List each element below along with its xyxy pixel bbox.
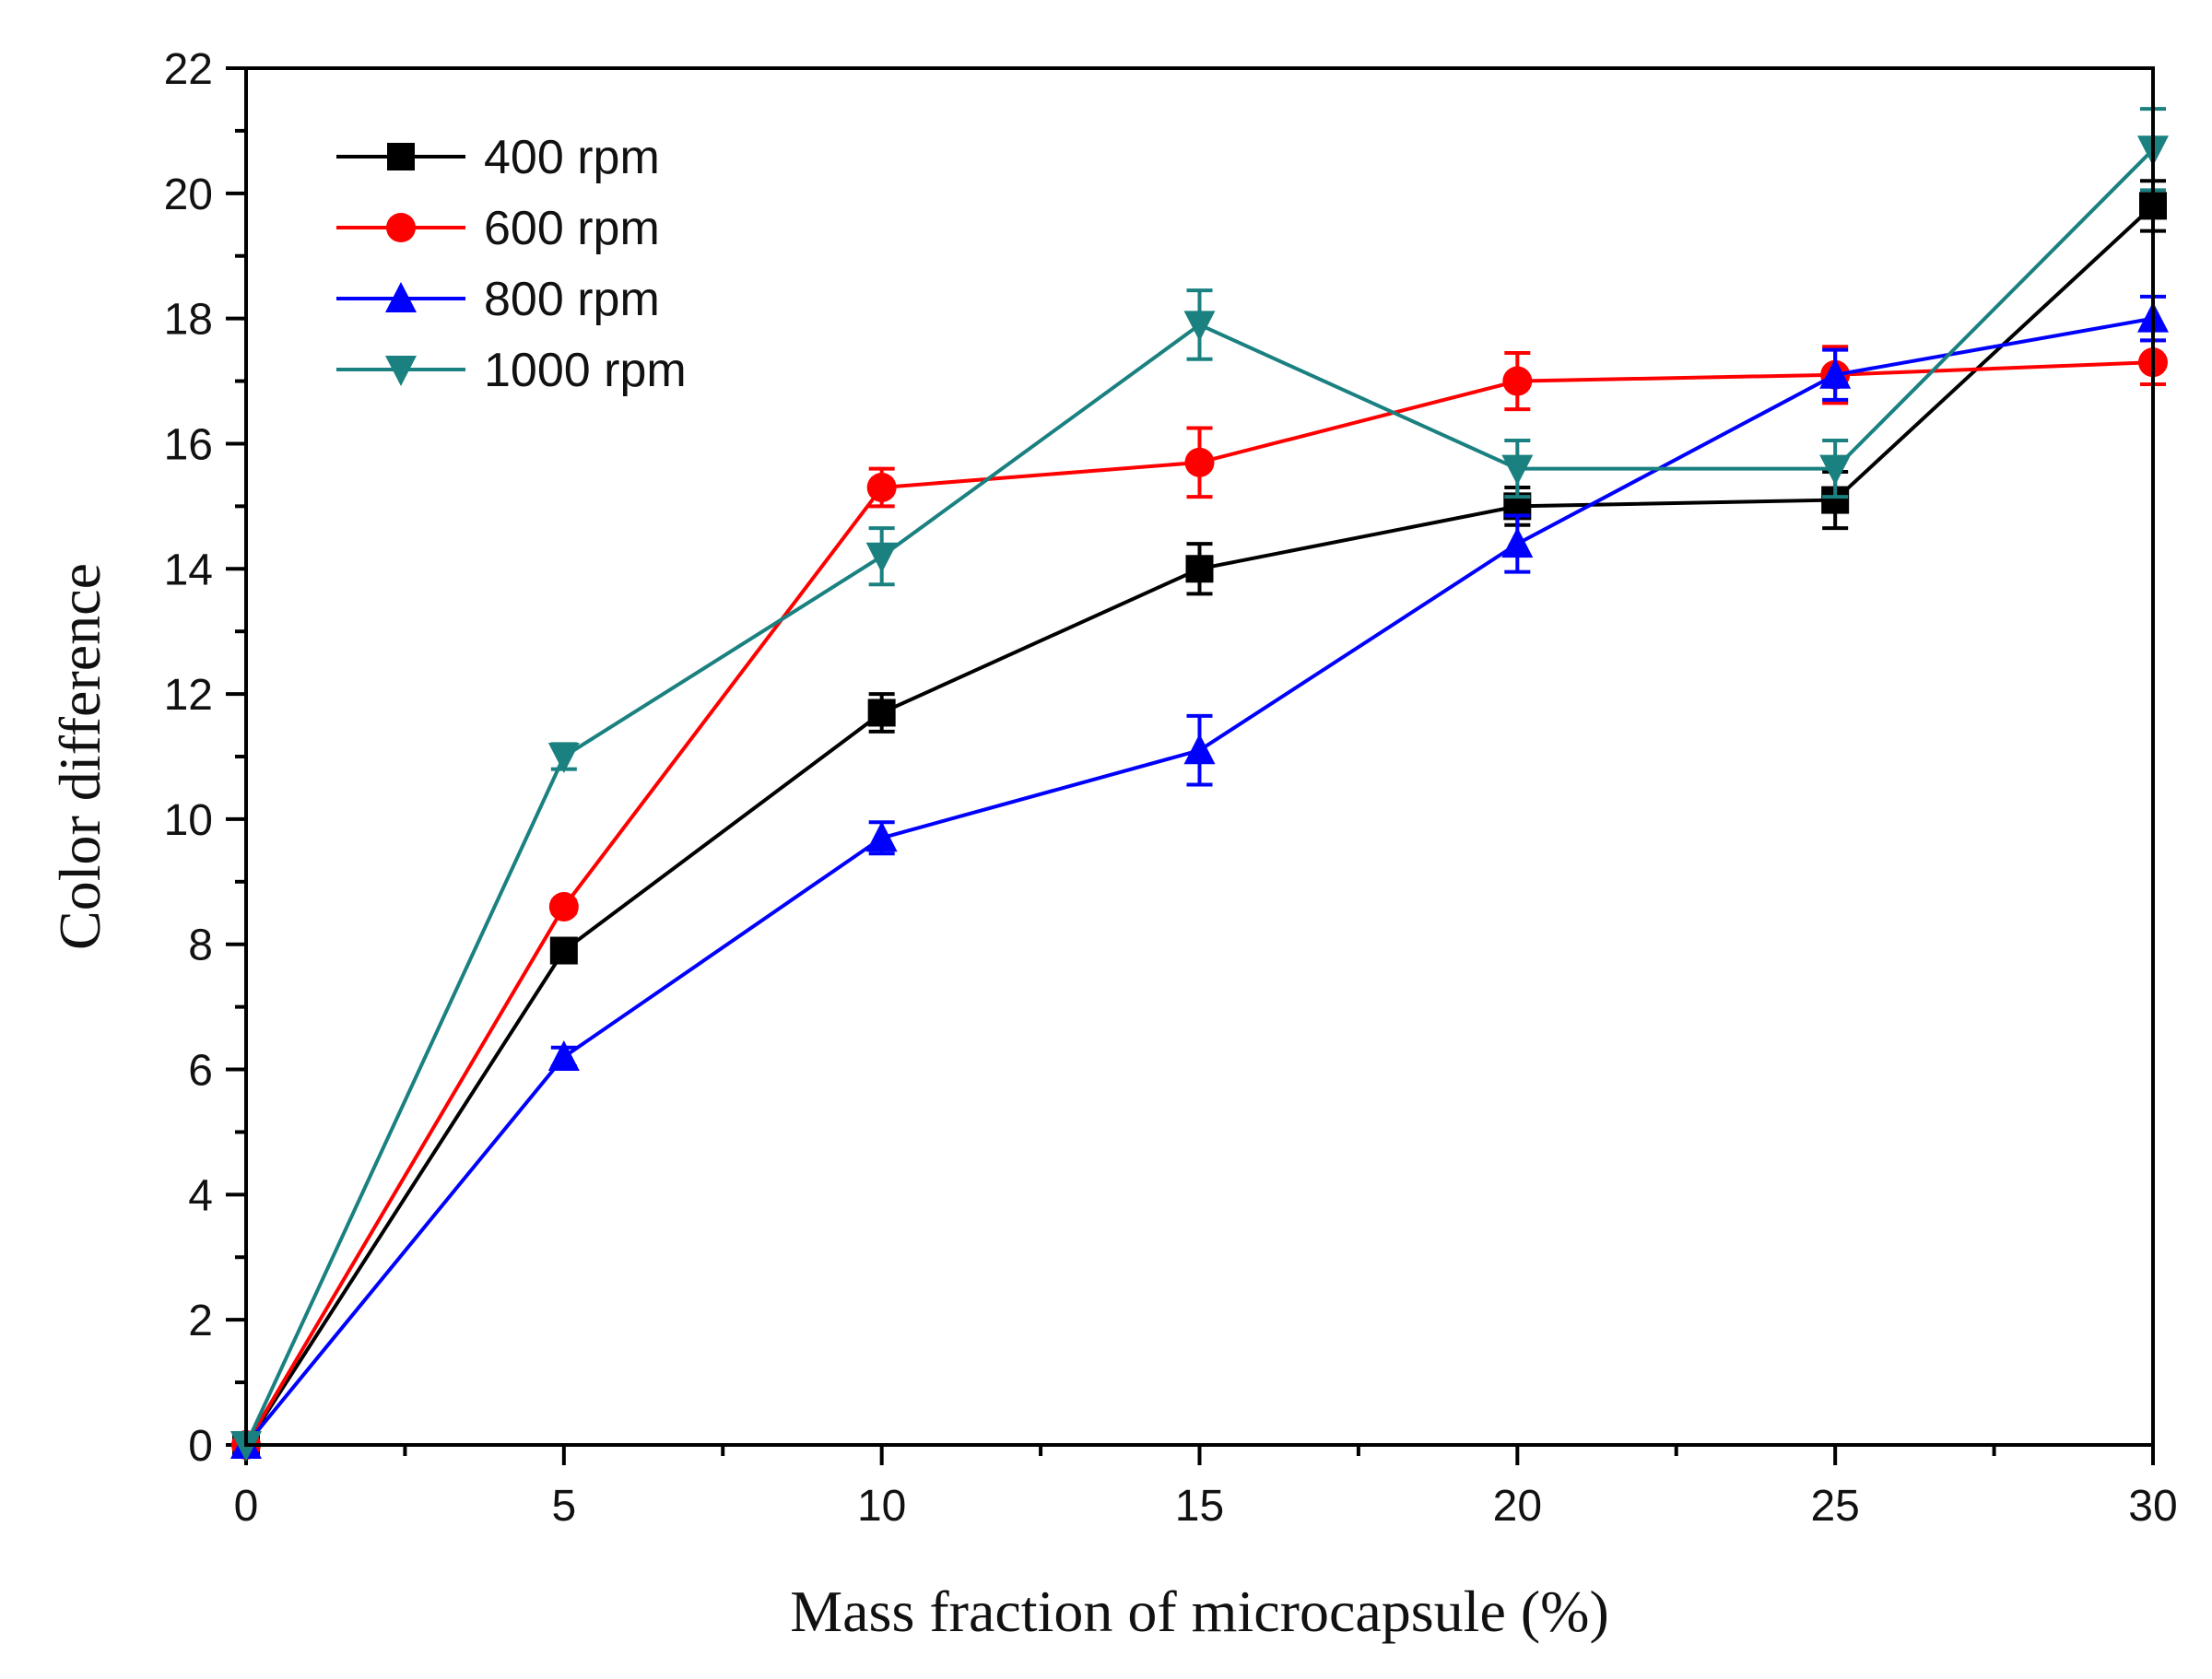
legend-marker — [387, 143, 415, 170]
legend-item-1000-rpm: 1000 rpm — [336, 344, 687, 397]
legend-item-600-rpm: 600 rpm — [336, 202, 660, 255]
series-600-rpm — [231, 338, 2168, 1460]
x-tick-label: 10 — [857, 1482, 906, 1531]
data-point-800-rpm — [865, 821, 898, 852]
y-tick-label: 12 — [164, 671, 213, 720]
data-point-1000-rpm — [547, 743, 580, 773]
x-axis-title: Mass fraction of microcapsule (%) — [790, 1579, 1609, 1644]
x-tick-label: 15 — [1175, 1482, 1224, 1531]
plot-area-frame — [244, 66, 2155, 1447]
legend-item-400-rpm: 400 rpm — [336, 131, 660, 184]
data-point-600-rpm — [548, 891, 579, 922]
x-tick-label: 20 — [1493, 1482, 1542, 1531]
data-point-400-rpm — [1185, 555, 1214, 583]
x-tick-label: 30 — [2128, 1482, 2177, 1531]
legend-label: 600 rpm — [484, 202, 660, 255]
data-point-1000-rpm — [865, 542, 898, 573]
legend-label: 800 rpm — [484, 273, 660, 326]
y-tick-label: 10 — [164, 796, 213, 845]
data-point-400-rpm — [867, 699, 896, 727]
data-point-1000-rpm — [1183, 311, 1216, 342]
data-point-800-rpm — [1819, 358, 1852, 389]
data-point-600-rpm — [1184, 447, 1215, 477]
legend-marker — [385, 356, 417, 386]
tick-labels-layer: 0 5 10 15 20 25 30 0 2 4 6 8 10 12 14 16 18 20 22 — [164, 45, 2178, 1531]
data-point-1000-rpm — [1501, 454, 1534, 486]
data-point-800-rpm — [1183, 734, 1216, 765]
legend: 400 rpm 600 rpm 800 rpm 1000 rpm — [336, 131, 687, 397]
y-tick-label: 0 — [188, 1422, 213, 1471]
legend-label: 400 rpm — [484, 131, 660, 184]
y-tick-label: 22 — [164, 45, 213, 94]
data-point-800-rpm — [1501, 527, 1534, 558]
y-tick-label: 4 — [188, 1171, 213, 1220]
data-point-400-rpm — [549, 936, 578, 965]
y-tick-label: 8 — [188, 922, 213, 970]
legend-label: 1000 rpm — [484, 344, 687, 397]
y-tick-label: 20 — [164, 170, 213, 219]
data-point-800-rpm — [547, 1039, 580, 1071]
y-tick-label: 6 — [188, 1047, 213, 1096]
legend-marker — [386, 213, 416, 242]
series-1000-rpm — [230, 107, 2169, 1462]
data-point-600-rpm — [1502, 366, 1533, 396]
data-point-1000-rpm — [1819, 454, 1852, 486]
legend-marker — [385, 282, 417, 312]
y-tick-label: 2 — [188, 1297, 213, 1345]
x-tick-label: 0 — [234, 1482, 259, 1531]
y-tick-label: 18 — [164, 296, 213, 345]
y-axis-title: Color difference — [47, 563, 112, 950]
series-line-600-rpm — [244, 360, 2154, 1447]
y-tick-label: 14 — [164, 546, 213, 594]
data-point-600-rpm — [866, 472, 897, 502]
y-tick-label: 16 — [164, 420, 213, 469]
x-tick-label: 5 — [551, 1482, 576, 1531]
legend-item-800-rpm: 800 rpm — [336, 273, 660, 326]
x-tick-label: 25 — [1810, 1482, 1859, 1531]
